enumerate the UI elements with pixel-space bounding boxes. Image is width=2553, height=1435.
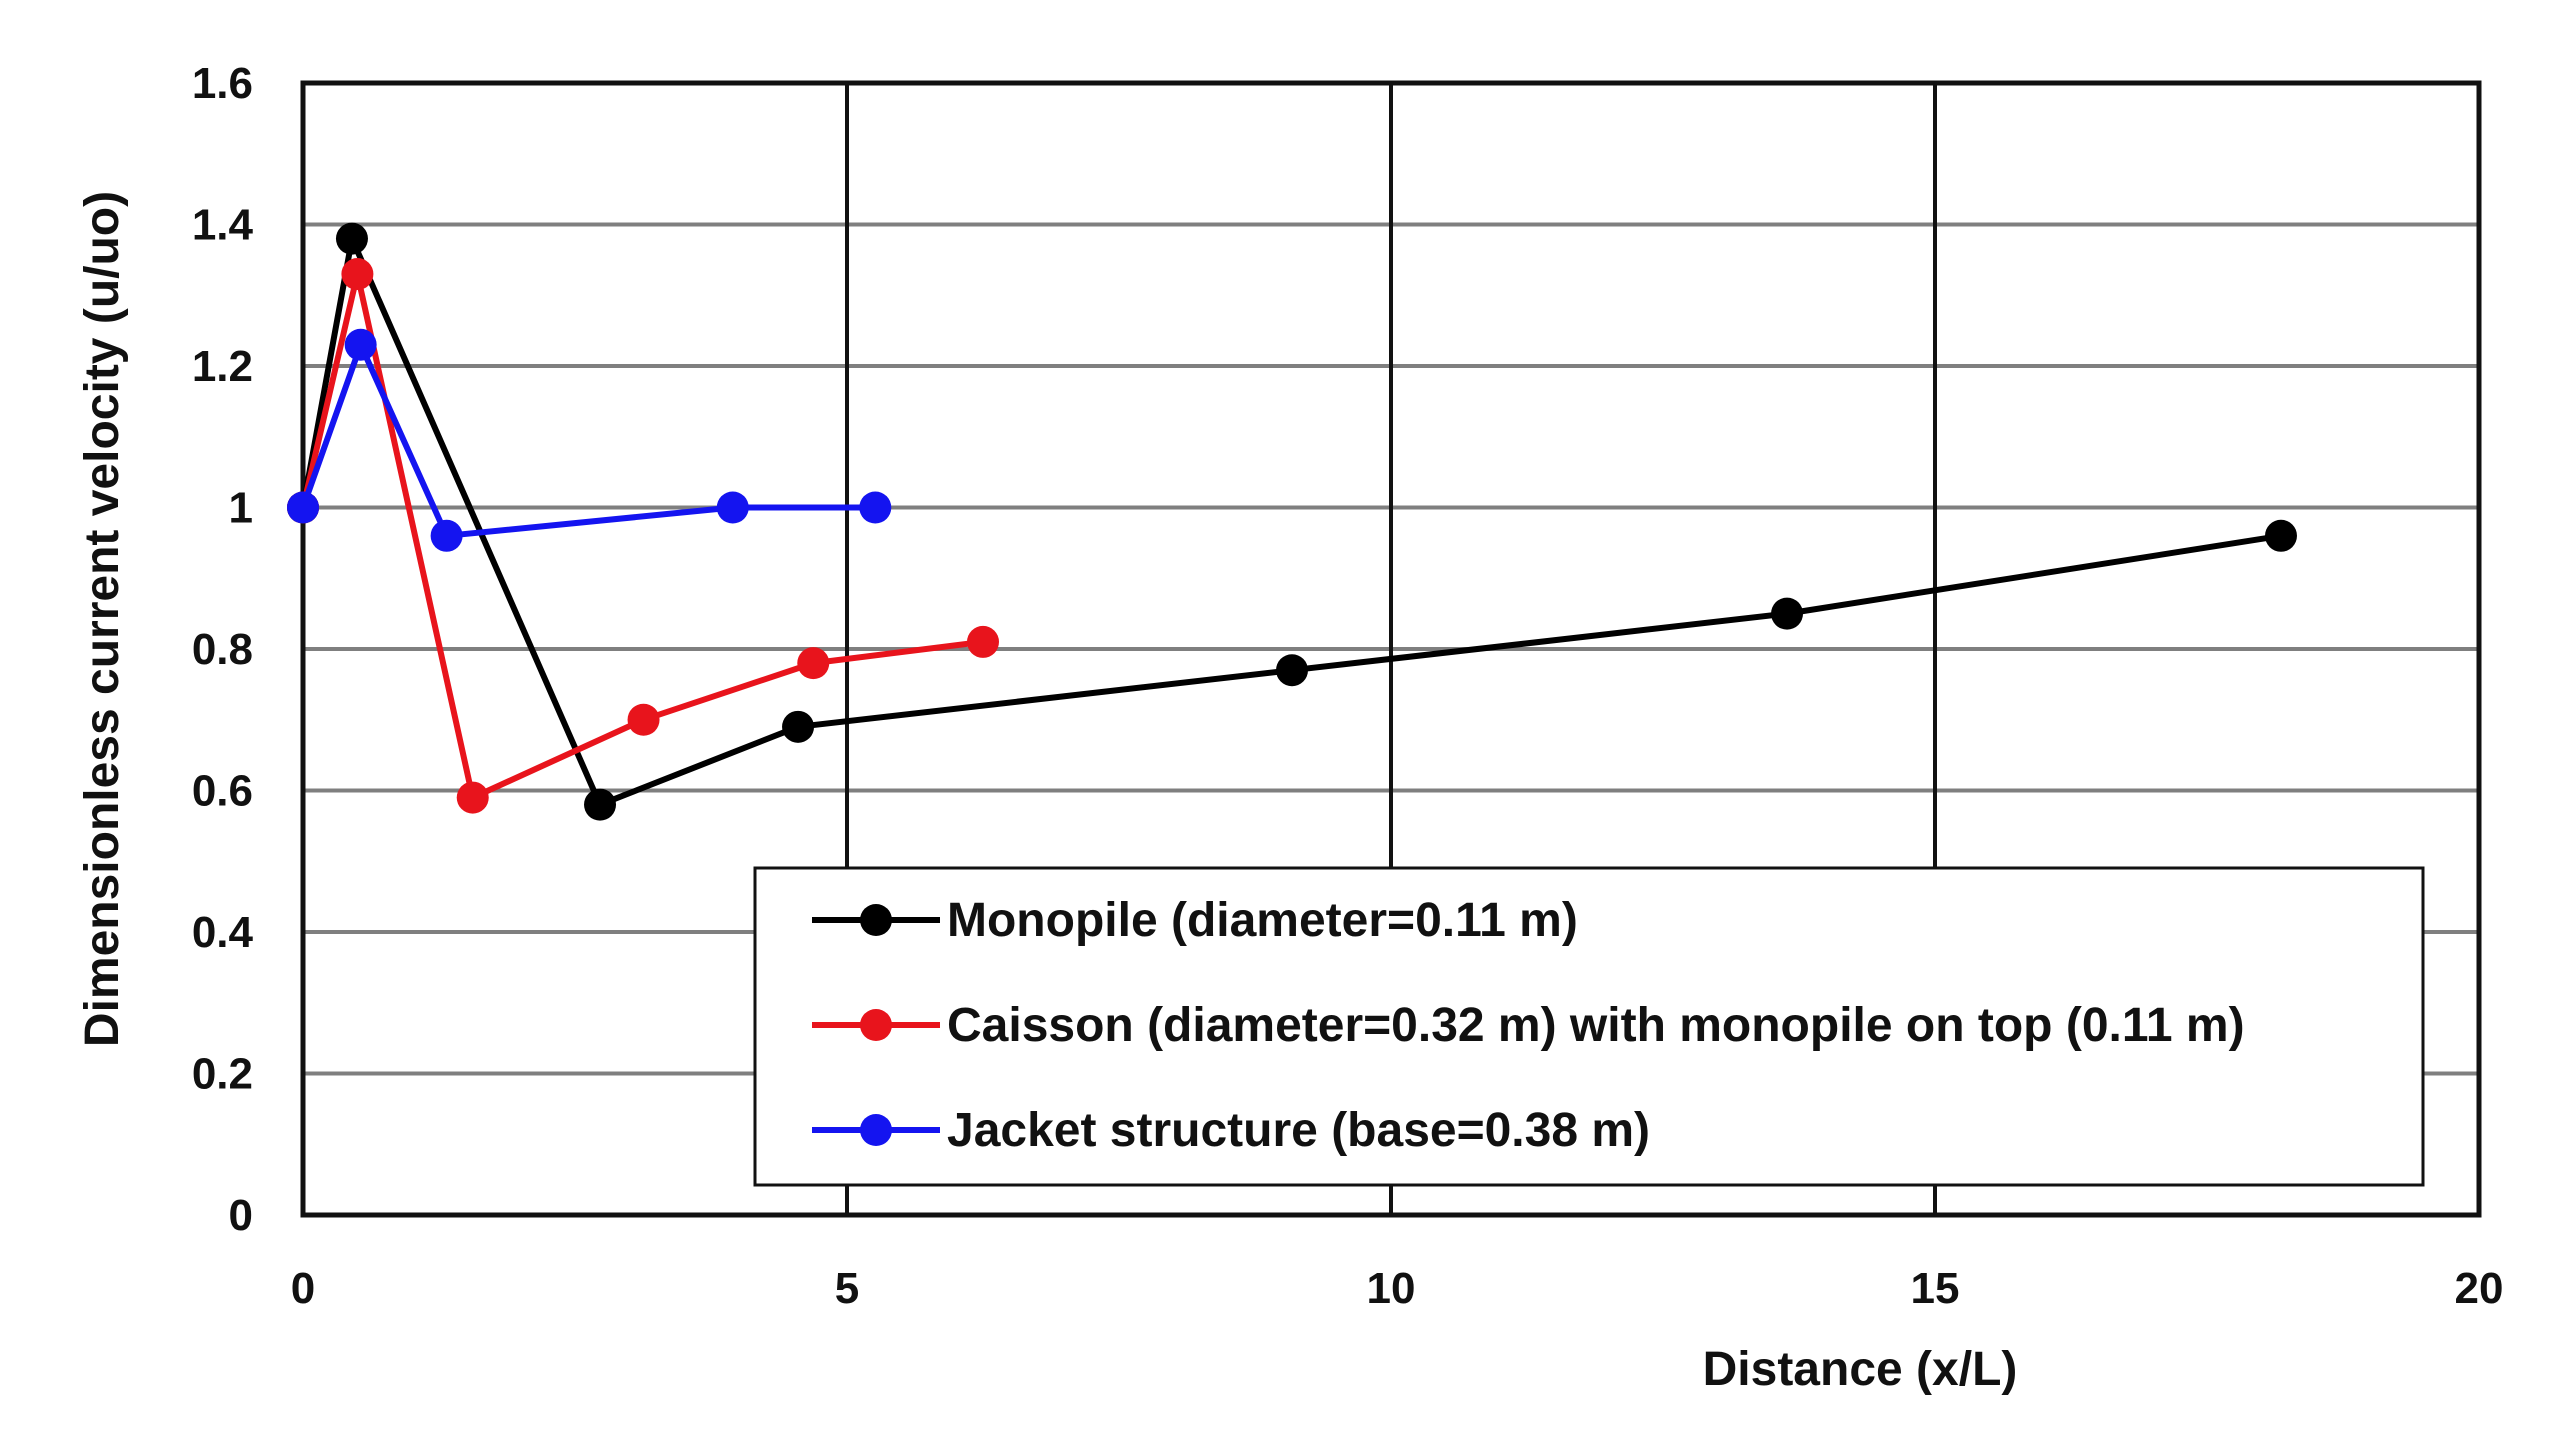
y-tick-label: 0 (229, 1191, 253, 1240)
legend-marker (860, 1114, 892, 1146)
data-point (797, 647, 830, 680)
data-point (2264, 519, 2297, 552)
data-point (456, 781, 489, 814)
data-point (1771, 597, 1804, 630)
data-point (335, 222, 368, 255)
y-tick-label: 0.6 (192, 767, 253, 816)
series-line (300, 271, 984, 801)
legend-label: Jacket structure (base=0.38 m) (947, 1104, 1650, 1157)
x-tick-label: 15 (1911, 1264, 1960, 1313)
y-axis-ticks: 0 0.2 0.4 0.6 0.8 1 1.2 1.4 1.6 (192, 59, 254, 1240)
legend-marker (860, 904, 892, 936)
data-point (344, 328, 377, 361)
y-tick-label: 1 (229, 484, 253, 533)
series-lines (287, 222, 2297, 821)
y-tick-label: 0.2 (192, 1050, 253, 1099)
data-point (1275, 654, 1308, 687)
x-axis-title: Distance (x/L) (1703, 1343, 2018, 1396)
y-tick-label: 0.4 (192, 908, 254, 957)
plot-area-frame (300, 80, 2482, 1218)
legend-item: Caisson (diameter=0.32 m) with monopile … (812, 999, 2245, 1052)
y-axis-title: Dimensionless current velocity (u/uo) (76, 191, 129, 1047)
legend-item: Jacket structure (base=0.38 m) (812, 1104, 1650, 1157)
y-tick-label: 1.4 (192, 201, 254, 250)
data-point (716, 491, 749, 524)
legend-marker (860, 1009, 892, 1041)
data-point (287, 491, 319, 524)
data-point (341, 258, 374, 291)
x-tick-label: 5 (835, 1264, 859, 1313)
legend-label: Monopile (diameter=0.11 m) (947, 894, 1578, 947)
data-point (430, 519, 463, 552)
x-tick-label: 0 (291, 1264, 315, 1313)
legend-label: Caisson (diameter=0.32 m) with monopile … (947, 999, 2245, 1052)
legend: Monopile (diameter=0.11 m) Caisson (diame… (753, 866, 2425, 1187)
series-3 (287, 328, 892, 552)
x-tick-label: 20 (2455, 1264, 2504, 1313)
x-axis-ticks: 0 5 10 15 20 (291, 1264, 2504, 1313)
y-tick-label: 1.6 (192, 59, 253, 108)
legend-box (753, 866, 2425, 1187)
y-tick-label: 0.8 (192, 625, 253, 674)
legend-item: Monopile (diameter=0.11 m) (812, 894, 1578, 947)
data-point (859, 491, 892, 524)
data-point (627, 703, 660, 736)
data-point (584, 788, 617, 821)
y-tick-label: 1.2 (192, 342, 253, 391)
data-point (782, 710, 815, 743)
data-point (967, 625, 999, 658)
x-tick-label: 10 (1367, 1264, 1416, 1313)
